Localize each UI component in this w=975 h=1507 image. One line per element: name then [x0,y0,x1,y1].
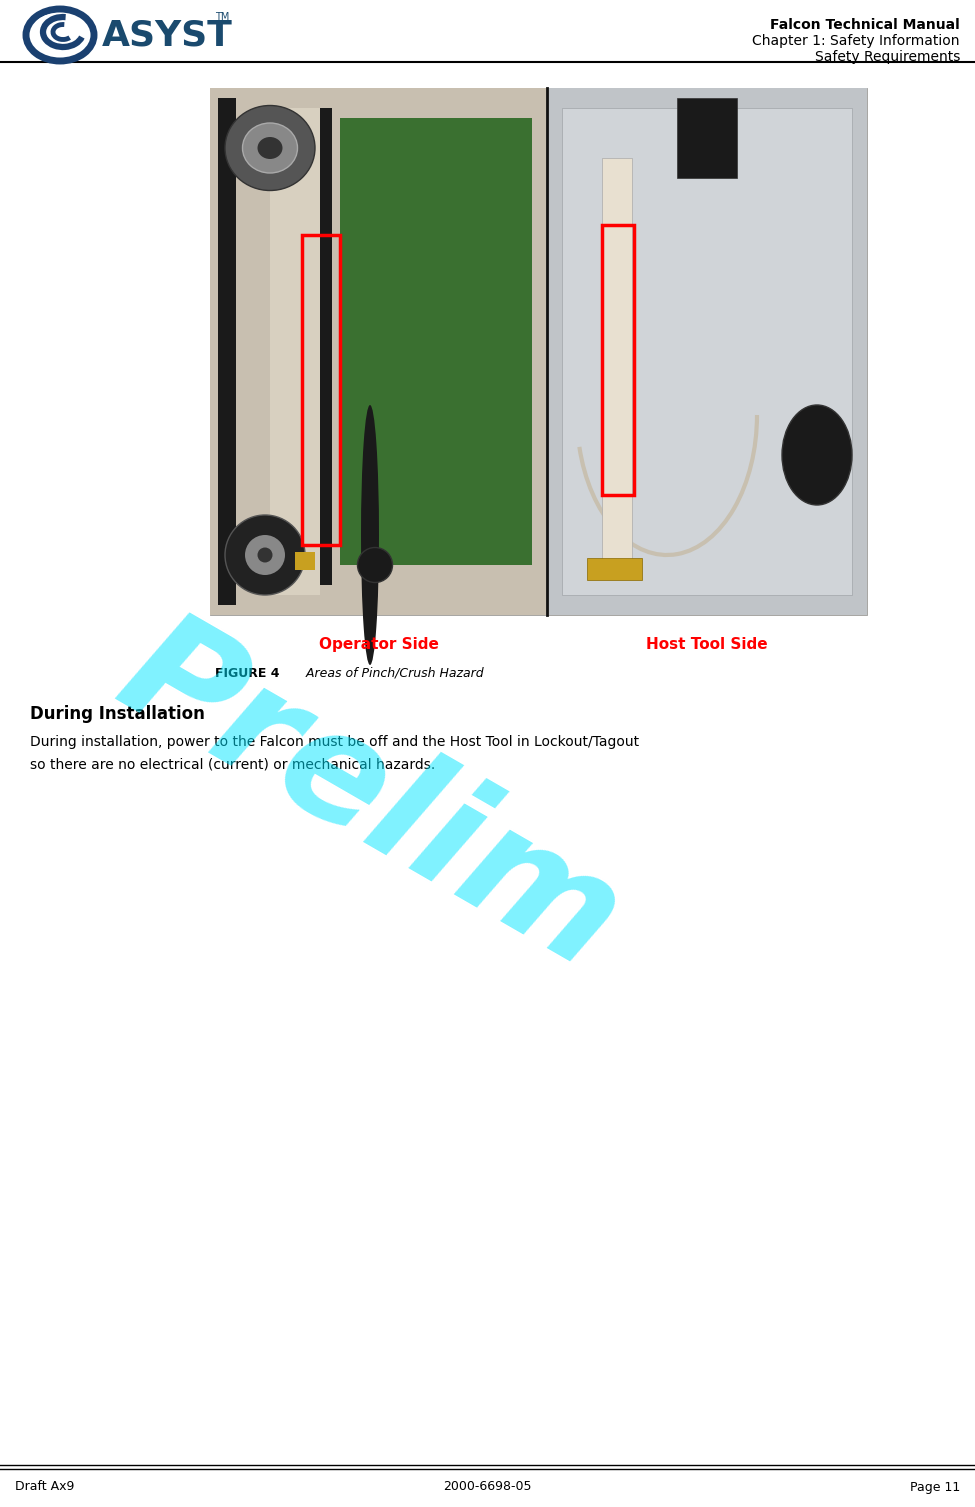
Ellipse shape [257,547,272,562]
Text: Safety Requirements: Safety Requirements [815,50,960,63]
Bar [302,235,340,546]
Text: Draft Ax9: Draft Ax9 [15,1480,74,1493]
Text: FIGURE 4: FIGURE 4 [215,668,280,680]
Bar [320,109,332,585]
Ellipse shape [358,547,393,583]
Ellipse shape [225,105,315,190]
Bar [270,109,320,595]
Text: During Installation: During Installation [30,705,205,723]
Text: Operator Side: Operator Side [319,637,439,653]
Ellipse shape [257,137,283,160]
Text: TM: TM [215,12,229,23]
Ellipse shape [782,405,852,505]
Bar [340,118,532,565]
Text: 2000-6698-05: 2000-6698-05 [444,1480,531,1493]
Text: During installation, power to the Falcon must be off and the Host Tool in Lockou: During installation, power to the Falcon… [30,735,640,749]
Bar [602,225,634,494]
Text: ASYST: ASYST [102,18,233,53]
Text: Areas of Pinch/Crush Hazard: Areas of Pinch/Crush Hazard [290,668,484,680]
Bar [210,87,547,615]
Bar [218,98,236,604]
Ellipse shape [245,535,285,576]
Bar [295,552,315,570]
Bar [210,87,867,615]
Bar [562,109,852,595]
Bar [587,558,642,580]
Ellipse shape [32,14,80,51]
Ellipse shape [243,124,297,173]
Text: Falcon Technical Manual: Falcon Technical Manual [770,18,960,32]
Ellipse shape [225,515,305,595]
Text: Chapter 1: Safety Information: Chapter 1: Safety Information [753,35,960,48]
Text: Prelim: Prelim [95,597,646,1001]
Bar [602,158,632,565]
Text: Page 11: Page 11 [910,1480,960,1493]
Text: Host Tool Side: Host Tool Side [646,637,768,653]
Bar [547,87,867,615]
Text: so there are no electrical (current) or mechanical hazards.: so there are no electrical (current) or … [30,757,435,772]
Bar [677,98,737,178]
Ellipse shape [361,405,379,665]
